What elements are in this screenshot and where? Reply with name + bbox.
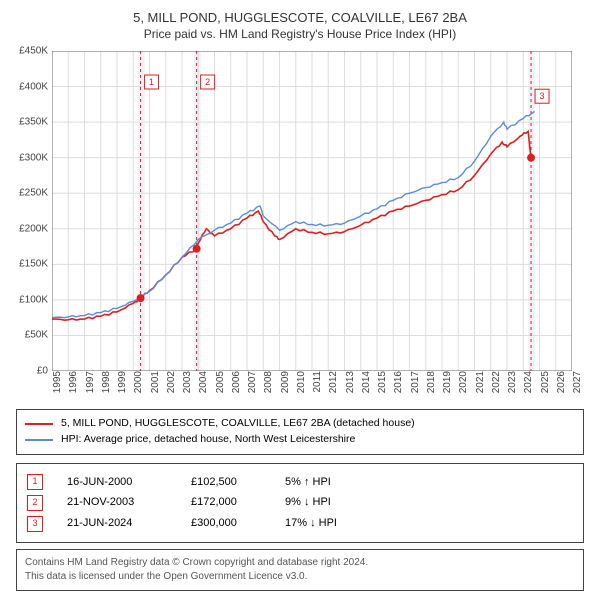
event-date: 21-JUN-2024: [67, 513, 167, 534]
x-axis-label: 2024: [519, 371, 534, 393]
event-hpi: 5% ↑ HPI: [285, 472, 375, 493]
titles: 5, MILL POND, HUGGLESCOTE, COALVILLE, LE…: [0, 0, 600, 45]
legend-label: HPI: Average price, detached house, Nort…: [61, 432, 355, 448]
event-row: 2 21-NOV-2003 £172,000 9% ↓ HPI: [27, 492, 573, 513]
x-axis-label: 2023: [503, 371, 518, 393]
event-badge: 3: [27, 516, 43, 532]
event-price: £102,500: [191, 472, 261, 493]
chart-container: 5, MILL POND, HUGGLESCOTE, COALVILLE, LE…: [0, 0, 600, 591]
legend-swatch: [25, 439, 53, 441]
event-hpi: 17% ↓ HPI: [285, 513, 375, 534]
x-axis-label: 2019: [438, 371, 453, 393]
y-axis-label: £350K: [19, 117, 52, 128]
x-axis-label: 2005: [211, 371, 226, 393]
y-axis-label: £300K: [19, 152, 52, 163]
x-axis-label: 2001: [146, 371, 161, 393]
y-axis-label: £50K: [25, 330, 52, 341]
x-axis-label: 2022: [487, 371, 502, 393]
y-axis-label: £100K: [19, 294, 52, 305]
title-line2: Price paid vs. HM Land Registry's House …: [8, 27, 592, 41]
series-hpi: [52, 111, 535, 317]
x-axis-label: 1996: [64, 371, 79, 393]
x-axis-label: 2025: [536, 371, 551, 393]
event-date: 21-NOV-2003: [67, 492, 167, 513]
x-axis-label: 1997: [81, 371, 96, 393]
svg-text:2: 2: [205, 77, 210, 87]
x-axis-label: 2011: [308, 371, 323, 393]
y-axis-label: £400K: [19, 81, 52, 92]
x-axis-label: 2004: [194, 371, 209, 393]
event-hpi: 9% ↓ HPI: [285, 492, 375, 513]
event-marker: [193, 245, 201, 253]
series-property: [52, 131, 531, 320]
y-axis-label: £150K: [19, 259, 52, 270]
legend-label: 5, MILL POND, HUGGLESCOTE, COALVILLE, LE…: [61, 416, 415, 432]
event-badge: 1: [27, 474, 43, 490]
legend-item: HPI: Average price, detached house, Nort…: [25, 432, 575, 448]
x-axis-label: 2026: [552, 371, 567, 393]
x-axis-label: 2015: [373, 371, 388, 393]
legend-swatch: [25, 423, 53, 425]
x-axis-label: 2020: [454, 371, 469, 393]
x-axis-label: 2012: [324, 371, 339, 393]
attribution-footer: Contains HM Land Registry data © Crown c…: [16, 549, 584, 591]
x-axis-label: 1995: [48, 371, 63, 393]
x-axis-label: 1999: [113, 371, 128, 393]
y-axis-label: £450K: [19, 46, 52, 57]
svg-text:3: 3: [540, 91, 545, 101]
svg-text:1: 1: [149, 77, 154, 87]
x-axis-label: 2007: [243, 371, 258, 393]
x-axis-label: 2006: [227, 371, 242, 393]
legend-item: 5, MILL POND, HUGGLESCOTE, COALVILLE, LE…: [25, 416, 575, 432]
y-axis-label: £200K: [19, 223, 52, 234]
x-axis-label: 2014: [357, 371, 372, 393]
chart-svg: 1 2 3: [52, 51, 572, 371]
x-axis-label: 2018: [422, 371, 437, 393]
event-price: £300,000: [191, 513, 261, 534]
y-axis-label: £250K: [19, 188, 52, 199]
x-axis-label: 2016: [389, 371, 404, 393]
event-badge: 2: [27, 495, 43, 511]
plot-area: 123£0£50K£100K£150K£200K£250K£300K£350K£…: [52, 51, 572, 371]
event-marker: [137, 294, 145, 302]
event-marker: [527, 154, 535, 162]
title-line1: 5, MILL POND, HUGGLESCOTE, COALVILLE, LE…: [8, 10, 592, 25]
x-axis-label: 1998: [97, 371, 112, 393]
x-axis-label: 2000: [129, 371, 144, 393]
footer-line2: This data is licensed under the Open Gov…: [25, 570, 575, 584]
x-axis-label: 2021: [471, 371, 486, 393]
x-axis-label: 2009: [276, 371, 291, 393]
event-row: 3 21-JUN-2024 £300,000 17% ↓ HPI: [27, 513, 573, 534]
footer-line1: Contains HM Land Registry data © Crown c…: [25, 556, 575, 570]
x-axis-label: 2027: [568, 371, 583, 393]
x-axis-label: 2002: [162, 371, 177, 393]
x-axis-label: 2013: [341, 371, 356, 393]
x-axis-label: 2010: [292, 371, 307, 393]
x-axis-label: 2008: [259, 371, 274, 393]
legend: 5, MILL POND, HUGGLESCOTE, COALVILLE, LE…: [16, 409, 584, 455]
x-axis-label: 2003: [178, 371, 193, 393]
event-row: 1 16-JUN-2000 £102,500 5% ↑ HPI: [27, 472, 573, 493]
events-table: 1 16-JUN-2000 £102,500 5% ↑ HPI 2 21-NOV-2003…: [16, 463, 584, 544]
event-date: 16-JUN-2000: [67, 472, 167, 493]
x-axis-label: 2017: [406, 371, 421, 393]
event-price: £172,000: [191, 492, 261, 513]
